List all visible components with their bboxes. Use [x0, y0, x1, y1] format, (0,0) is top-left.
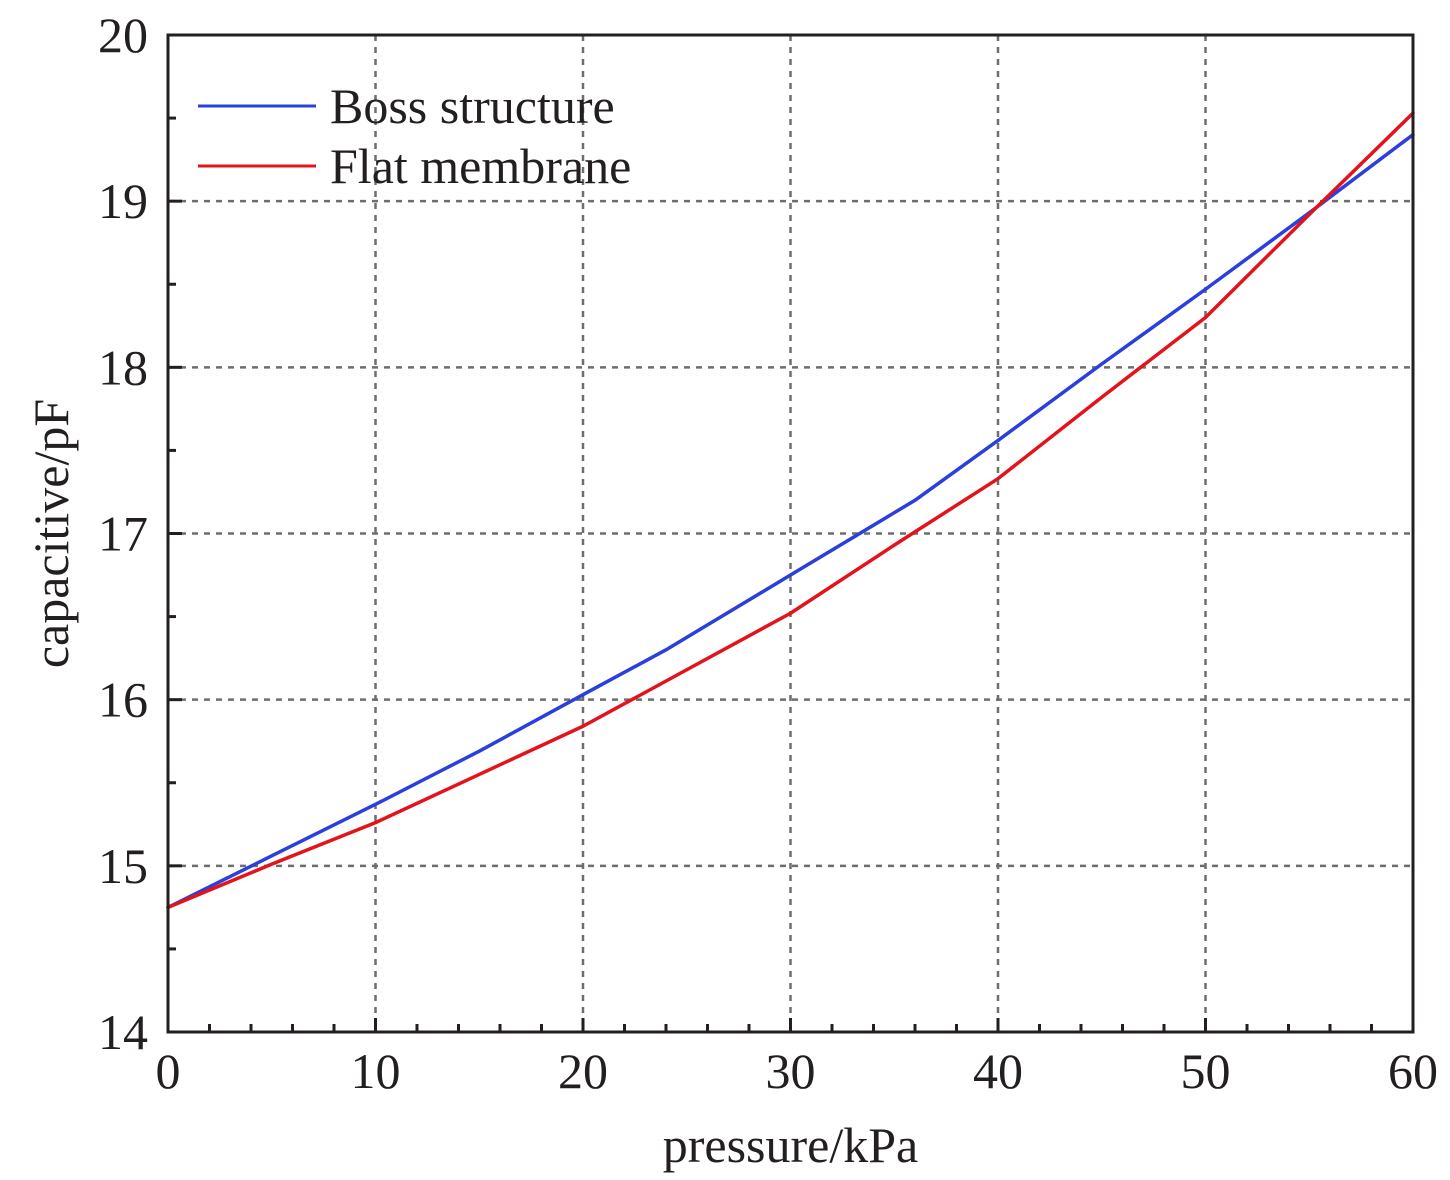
- grid-lines: [168, 35, 1413, 1032]
- y-axis-title: capacitive/pF: [23, 399, 79, 668]
- y-tick-label: 20: [98, 7, 148, 63]
- y-tick-label: 16: [98, 672, 148, 728]
- x-tick-label: 40: [973, 1043, 1023, 1099]
- x-tick-labels: 0 10 20 30 40 50 60: [156, 1043, 1439, 1099]
- y-tick-label: 15: [98, 838, 148, 894]
- y-tick-label: 18: [98, 339, 148, 395]
- x-tick-label: 10: [351, 1043, 401, 1099]
- axis-ticks: [166, 33, 1415, 1034]
- x-axis-title: pressure/kPa: [663, 1117, 919, 1173]
- x-tick-label: 20: [558, 1043, 608, 1099]
- y-tick-label: 19: [98, 173, 148, 229]
- x-tick-label: 50: [1181, 1043, 1231, 1099]
- x-tick-label: 0: [156, 1043, 181, 1099]
- y-tick-label: 14: [98, 1004, 148, 1060]
- legend-label-flat-membrane: Flat membrane: [330, 138, 631, 194]
- series-line-boss-structure: [166, 132, 1415, 910]
- y-tick-label: 17: [98, 506, 148, 562]
- legend-label-boss-structure: Boss structure: [330, 78, 615, 134]
- legend: Boss structure Flat membrane: [198, 78, 631, 194]
- series-lines: [166, 111, 1415, 910]
- x-tick-label: 30: [766, 1043, 816, 1099]
- y-tick-labels: 14 15 16 17 18 19 20: [98, 7, 148, 1060]
- series-line-flat-membrane: [166, 111, 1415, 910]
- x-tick-label: 60: [1388, 1043, 1438, 1099]
